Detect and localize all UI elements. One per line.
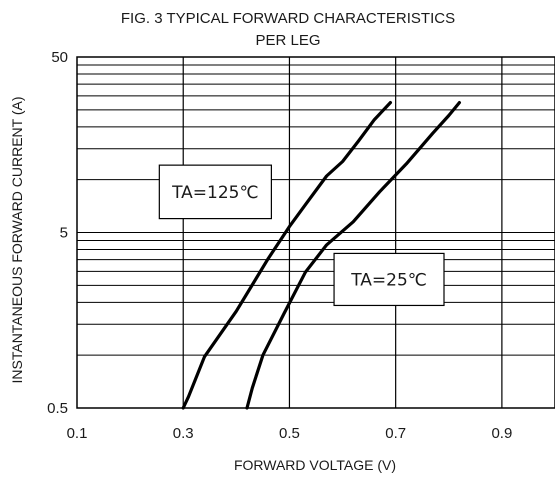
annotation-ta-25c-box (333, 252, 445, 307)
x-tick-label: 0.9 (491, 425, 512, 442)
annotation-ta-25c-label: TA=25℃ (350, 270, 427, 290)
x-tick-label: 0.5 (279, 425, 300, 442)
y-tick-label: 5 (60, 225, 68, 242)
x-tick-labels: 0.1 0.3 0.5 0.7 0.9 (67, 425, 513, 442)
x-axis-label: FORWARD VOLTAGE (V) (234, 457, 396, 473)
y-tick-label: 0.5 (47, 400, 68, 417)
y-tick-labels: 0.5 5 50 (47, 49, 68, 417)
annotation-ta-125c-label: TA=125℃ (171, 183, 258, 203)
x-tick-label: 0.1 (67, 425, 88, 442)
annotations: TA=125℃ TA=25℃ (158, 164, 445, 307)
curve-ta-125c (181, 100, 392, 410)
annotation-ta-125c: TA=125℃ (158, 164, 272, 220)
y-tick-label: 50 (51, 49, 68, 66)
y-axis-label: INSTANTANEOUS FORWARD CURRENT (A) (9, 96, 25, 383)
curves (181, 100, 461, 410)
x-tick-label: 0.7 (385, 425, 406, 442)
curve-ta-25c (245, 100, 461, 410)
chart-title: FIG. 3 TYPICAL FORWARD CHARACTERISTICS (121, 10, 455, 27)
chart-subtitle: PER LEG (255, 32, 320, 49)
x-tick-label: 0.3 (173, 425, 194, 442)
grid-lines (77, 57, 555, 408)
plot-frame (76, 56, 555, 409)
annotation-ta-25c: TA=25℃ (333, 252, 445, 307)
annotation-ta-125c-box (158, 164, 272, 220)
